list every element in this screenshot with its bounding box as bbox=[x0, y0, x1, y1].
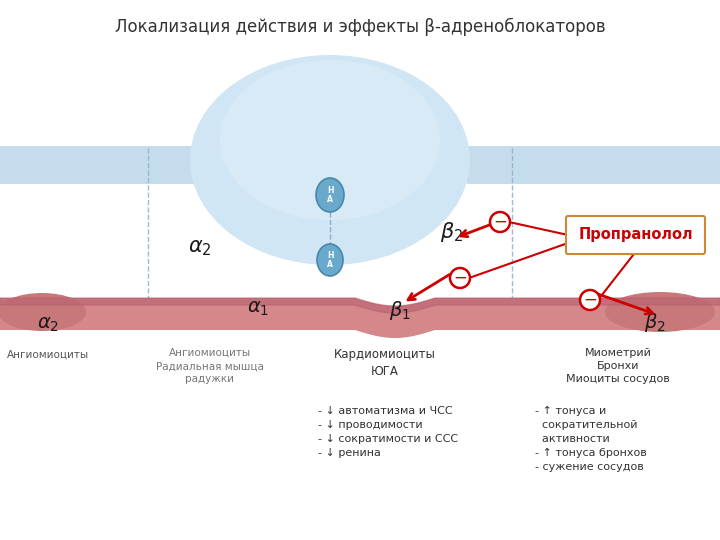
Text: - ↑ тонуса и
  сократительной
  активности
- ↑ тонуса бронхов
- сужение сосудов: - ↑ тонуса и сократительной активности -… bbox=[535, 406, 647, 472]
Text: Ангиомиоциты
Радиальная мышца
радужки: Ангиомиоциты Радиальная мышца радужки bbox=[156, 348, 264, 384]
FancyBboxPatch shape bbox=[467, 146, 720, 184]
Text: Миометрий
Бронхи
Миоциты сосудов: Миометрий Бронхи Миоциты сосудов bbox=[566, 348, 670, 384]
Text: - ↓ автоматизма и ЧСС
- ↓ проводимости
- ↓ сократимости и ССС
- ↓ ренина: - ↓ автоматизма и ЧСС - ↓ проводимости -… bbox=[318, 406, 458, 458]
Text: −: − bbox=[583, 291, 597, 309]
Polygon shape bbox=[0, 298, 720, 338]
Text: $\mathit{\beta}_1$: $\mathit{\beta}_1$ bbox=[389, 299, 411, 321]
Text: Н
А: Н А bbox=[327, 186, 333, 204]
Ellipse shape bbox=[190, 55, 470, 265]
Text: −: − bbox=[493, 213, 507, 231]
Circle shape bbox=[490, 212, 510, 232]
Text: Ангиомиоциты: Ангиомиоциты bbox=[7, 350, 89, 360]
Text: −: − bbox=[453, 269, 467, 287]
Circle shape bbox=[580, 290, 600, 310]
Ellipse shape bbox=[0, 293, 86, 331]
Text: $\mathit{\alpha}_1$: $\mathit{\alpha}_1$ bbox=[247, 299, 269, 318]
Ellipse shape bbox=[317, 244, 343, 276]
Text: Н
А: Н А bbox=[327, 251, 333, 269]
Text: $\mathit{\alpha}_2$: $\mathit{\alpha}_2$ bbox=[188, 238, 212, 258]
Text: $\mathit{\beta}_2$: $\mathit{\beta}_2$ bbox=[441, 220, 464, 244]
Ellipse shape bbox=[220, 60, 440, 220]
Text: Пропранолол: Пропранолол bbox=[578, 227, 693, 242]
FancyBboxPatch shape bbox=[0, 146, 196, 184]
Text: Кардиомиоциты
ЮГА: Кардиомиоциты ЮГА bbox=[334, 348, 436, 378]
Text: $\mathit{\beta}_2$: $\mathit{\beta}_2$ bbox=[644, 310, 666, 334]
Ellipse shape bbox=[605, 292, 715, 332]
Text: $\mathit{\alpha}_2$: $\mathit{\alpha}_2$ bbox=[37, 315, 59, 334]
Text: Локализация действия и эффекты β-адреноблокаторов: Локализация действия и эффекты β-адреноб… bbox=[114, 18, 606, 36]
Ellipse shape bbox=[316, 178, 344, 212]
FancyBboxPatch shape bbox=[566, 216, 705, 254]
Circle shape bbox=[450, 268, 470, 288]
